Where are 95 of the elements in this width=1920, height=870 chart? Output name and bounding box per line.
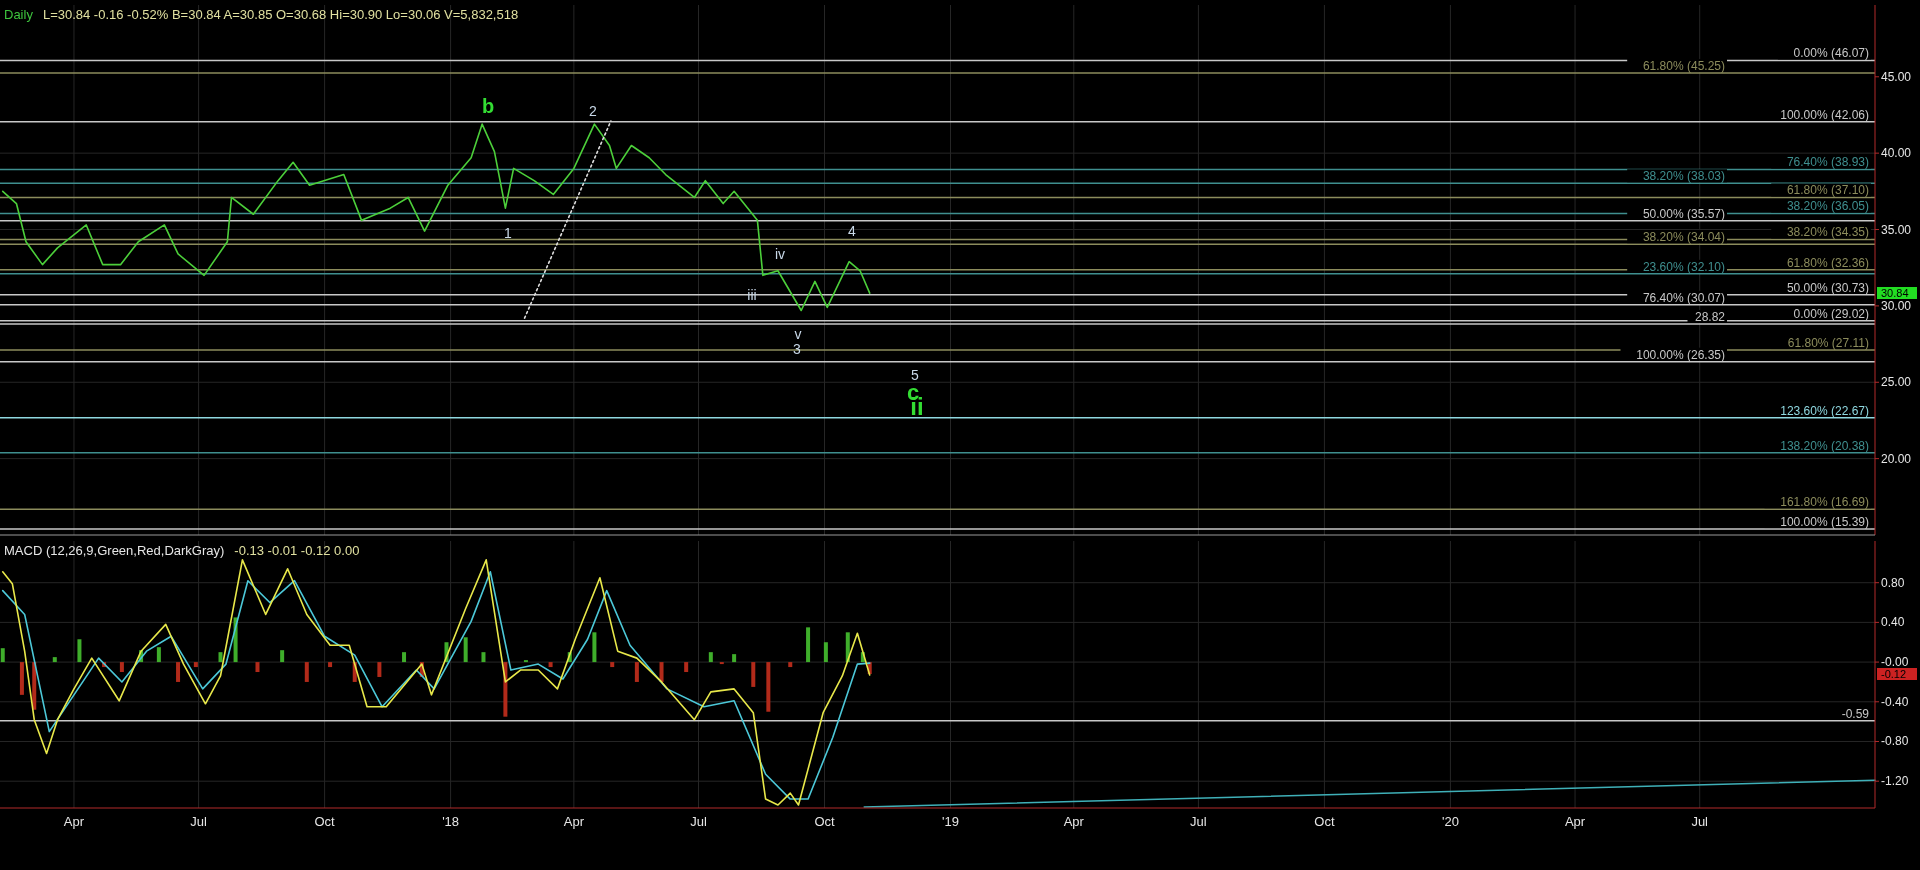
bar bbox=[19, 662, 24, 695]
ref-line-label: 61.80% (32.36) bbox=[1786, 255, 1869, 270]
x-tick-label: Apr bbox=[1564, 814, 1586, 829]
x-tick-label: Oct bbox=[314, 814, 336, 829]
x-tick-label: '19 bbox=[942, 814, 959, 829]
bar bbox=[377, 662, 382, 677]
y-tick-label: 30.00 bbox=[1881, 298, 1912, 313]
x-tick-label: Apr bbox=[63, 814, 85, 829]
ref-line-label: 38.20% (34.35) bbox=[1786, 225, 1869, 240]
ref-line-label: 38.20% (38.03) bbox=[1642, 169, 1725, 184]
bar bbox=[77, 639, 82, 663]
bar bbox=[659, 662, 664, 682]
ref-line-label: 138.20% (20.38) bbox=[1780, 438, 1869, 453]
bar bbox=[610, 662, 615, 668]
ref-line-label: 23.60% (32.10) bbox=[1642, 259, 1725, 274]
bar bbox=[218, 652, 223, 663]
ref-line-label: 100.00% (15.39) bbox=[1780, 515, 1869, 530]
x-tick-label: Apr bbox=[1063, 814, 1085, 829]
x-tick-label: Apr bbox=[563, 814, 585, 829]
bar bbox=[119, 662, 124, 673]
bar bbox=[823, 642, 828, 663]
ref-line-label: 50.00% (35.57) bbox=[1642, 206, 1725, 221]
ref-line-label: 76.40% (38.93) bbox=[1786, 155, 1869, 170]
chart-title: MACD (12,26,9,Green,Red,DarkGray) bbox=[4, 543, 225, 558]
annotation: 2 bbox=[589, 103, 598, 119]
x-tick-label: '20 bbox=[1441, 814, 1459, 829]
ref-line-label: 123.60% (22.67) bbox=[1780, 403, 1869, 418]
ref-line-label: 0.00% (46.07) bbox=[1793, 46, 1869, 61]
ref-line-label: 100.00% (26.35) bbox=[1636, 347, 1725, 362]
x-tick-label: Jul bbox=[690, 814, 707, 829]
text: 30.84 bbox=[1881, 287, 1909, 299]
y-tick-label: 45.00 bbox=[1881, 69, 1912, 84]
text: -0.12 bbox=[1881, 668, 1907, 680]
y-tick-label: 25.00 bbox=[1881, 375, 1912, 390]
bar bbox=[634, 662, 639, 682]
ref-line-label: 0.00% (29.02) bbox=[1793, 306, 1869, 321]
ref-line-label: 50.00% (30.73) bbox=[1786, 280, 1869, 295]
bar bbox=[766, 662, 771, 712]
x-tick-label: Jul bbox=[190, 814, 208, 829]
ref-line-label: 61.80% (45.25) bbox=[1642, 58, 1725, 73]
y-tick-label: 0.40 bbox=[1881, 615, 1905, 630]
ref-line-label: 38.20% (36.05) bbox=[1786, 199, 1869, 214]
x-tick-label: Jul bbox=[1190, 814, 1207, 829]
bar bbox=[481, 652, 486, 663]
ref-line-label: 38.20% (34.04) bbox=[1642, 230, 1725, 245]
bar bbox=[280, 650, 285, 663]
chart-subtitle: -0.13 -0.01 -0.12 0.00 bbox=[234, 543, 360, 558]
bar bbox=[255, 662, 260, 673]
y-tick-label: 35.00 bbox=[1881, 222, 1912, 237]
bar bbox=[463, 637, 468, 663]
bar bbox=[732, 654, 737, 663]
x-tick-label: Oct bbox=[1314, 814, 1335, 829]
ref-line-label: -0.59 bbox=[1841, 706, 1870, 721]
y-tick-label: -0.40 bbox=[1881, 694, 1909, 709]
y-tick-label: -0.00 bbox=[1881, 655, 1909, 670]
bar bbox=[806, 627, 811, 663]
ref-line-label: 76.40% (30.07) bbox=[1642, 290, 1725, 305]
bar bbox=[788, 662, 793, 668]
x-tick-label: Oct bbox=[814, 814, 835, 829]
y-tick-label: 0.80 bbox=[1881, 575, 1905, 590]
ref-line-label: 100.00% (42.06) bbox=[1780, 107, 1869, 122]
chart-subtitle: L=30.84 -0.16 -0.52% B=30.84 A=30.85 O=30.68 Hi=30.90 Lo=30.06 V=5,832,518 bbox=[42, 7, 519, 22]
ref-line-label: 28.82 bbox=[1694, 309, 1726, 324]
bar bbox=[684, 662, 689, 673]
annotation: 3 bbox=[793, 341, 802, 357]
y-tick-label: -1.20 bbox=[1881, 774, 1909, 789]
x-tick-label: '18 bbox=[442, 814, 460, 829]
bar bbox=[592, 632, 597, 663]
chart-title: Daily bbox=[4, 7, 34, 22]
y-tick-label: 40.00 bbox=[1881, 146, 1912, 161]
annotation: 5 bbox=[911, 367, 920, 383]
bar bbox=[176, 662, 181, 682]
bar bbox=[328, 662, 333, 668]
bar bbox=[0, 648, 5, 663]
ref-line-label: 61.80% (27.11) bbox=[1787, 336, 1869, 351]
bar bbox=[52, 657, 57, 663]
line-series bbox=[1, 123, 871, 312]
bar bbox=[708, 652, 713, 663]
bar bbox=[751, 662, 756, 687]
bar bbox=[402, 652, 407, 663]
bar bbox=[548, 662, 553, 668]
x-tick-label: Jul bbox=[1691, 814, 1709, 829]
annotation: v bbox=[794, 326, 802, 342]
annotation: iv bbox=[774, 246, 786, 262]
ref-line-label: 61.80% (37.10) bbox=[1786, 183, 1869, 198]
y-tick-label: -0.80 bbox=[1881, 734, 1909, 749]
bar bbox=[156, 647, 161, 663]
bar bbox=[304, 662, 309, 682]
bar bbox=[193, 662, 198, 668]
y-tick-label: 20.00 bbox=[1881, 451, 1912, 466]
ref-line-label: 161.80% (16.69) bbox=[1780, 495, 1869, 510]
annotation: b bbox=[481, 95, 495, 117]
bar bbox=[32, 662, 37, 710]
annotation: 4 bbox=[848, 223, 857, 239]
annotation: 1 bbox=[504, 225, 513, 241]
